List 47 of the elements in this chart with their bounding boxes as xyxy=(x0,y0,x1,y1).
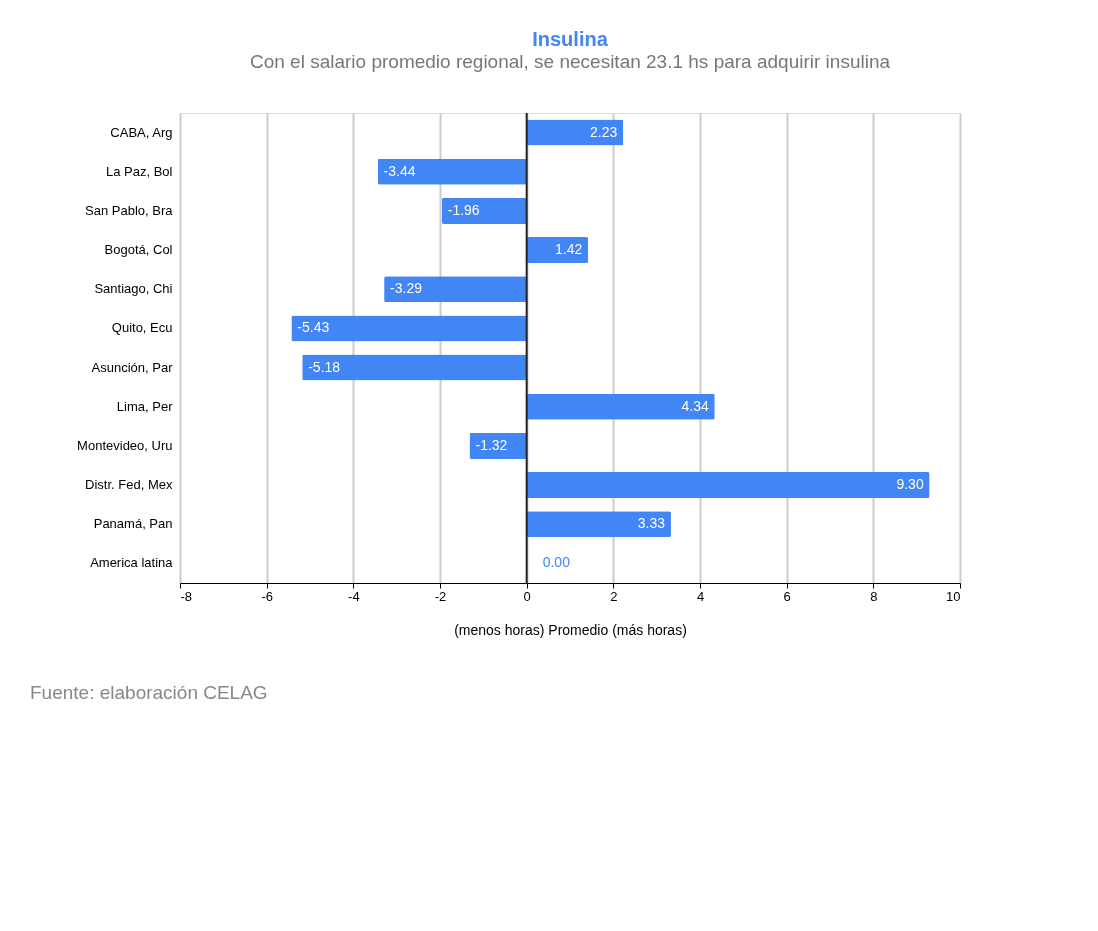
x-tick-label: 8 xyxy=(870,588,878,604)
x-tick-label: 4 xyxy=(696,588,705,604)
x-tick-label: -6 xyxy=(261,588,273,604)
y-tick-label: Distr. Fed, Mex xyxy=(85,477,173,493)
bar xyxy=(377,158,527,185)
bar xyxy=(526,237,589,264)
y-tick-label: Asunción, Par xyxy=(91,359,174,375)
bar xyxy=(441,197,527,224)
data-label: 0.00 xyxy=(542,554,571,571)
y-tick-label: Santiago, Chi xyxy=(94,281,173,297)
data-label: 1.42 xyxy=(554,241,583,258)
x-tick-label: -8 xyxy=(180,588,193,604)
bar xyxy=(384,276,527,303)
data-label: 4.34 xyxy=(681,397,709,414)
bar xyxy=(526,511,671,538)
x-tick-label: 6 xyxy=(783,588,791,604)
data-label: -5.18 xyxy=(308,358,341,375)
y-tick-label: San Pablo, Bra xyxy=(85,202,174,218)
y-tick-label: Montevideo, Uru xyxy=(77,437,173,453)
data-label: -3.29 xyxy=(390,280,423,297)
x-tick-label: 10 xyxy=(946,588,961,604)
y-tick-label: La Paz, Bol xyxy=(106,163,173,179)
data-label: 2.23 xyxy=(590,123,618,140)
x-tick-label: 2 xyxy=(610,588,618,604)
y-tick-label: Panamá, Pan xyxy=(93,516,173,532)
y-tick-label: America latina xyxy=(90,555,174,571)
data-label: -3.44 xyxy=(383,162,416,179)
bar xyxy=(291,315,527,342)
data-label: 3.33 xyxy=(637,515,666,532)
chart-subtitle: Con el salario promedio regional, se necesitan 23.1 hs para adquirir insulina xyxy=(249,51,891,72)
data-label: -1.96 xyxy=(447,201,480,218)
bar xyxy=(302,354,527,381)
y-tick-label: Bogotá, Col xyxy=(104,242,173,258)
y-tick-label: Quito, Ecu xyxy=(111,320,173,336)
x-tick-label: -2 xyxy=(434,588,447,604)
x-tick-label: 0 xyxy=(523,588,531,604)
bar xyxy=(526,472,930,499)
bar xyxy=(526,393,715,420)
chart-title: Insulina xyxy=(532,28,609,50)
data-label: -1.32 xyxy=(475,436,508,453)
data-label: -5.43 xyxy=(297,319,330,336)
data-label: 9.30 xyxy=(896,476,924,493)
x-tick-label: -4 xyxy=(348,588,360,604)
y-tick-label: Lima, Per xyxy=(116,398,174,414)
y-tick-label: CABA, Arg xyxy=(110,124,173,140)
x-axis-title: (menos horas) Promedio (más horas) xyxy=(454,621,687,638)
source-note: Fuente: elaboración CELAG xyxy=(30,682,268,703)
